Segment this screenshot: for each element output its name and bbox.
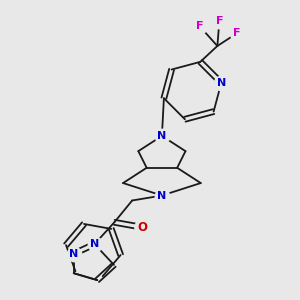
Text: N: N bbox=[157, 190, 167, 200]
Text: N: N bbox=[157, 131, 167, 141]
Text: N: N bbox=[217, 78, 226, 88]
Text: F: F bbox=[216, 16, 223, 26]
Text: O: O bbox=[137, 221, 147, 234]
Text: N: N bbox=[90, 239, 99, 249]
Text: N: N bbox=[69, 249, 78, 259]
Text: F: F bbox=[196, 21, 203, 31]
Text: F: F bbox=[233, 28, 241, 38]
